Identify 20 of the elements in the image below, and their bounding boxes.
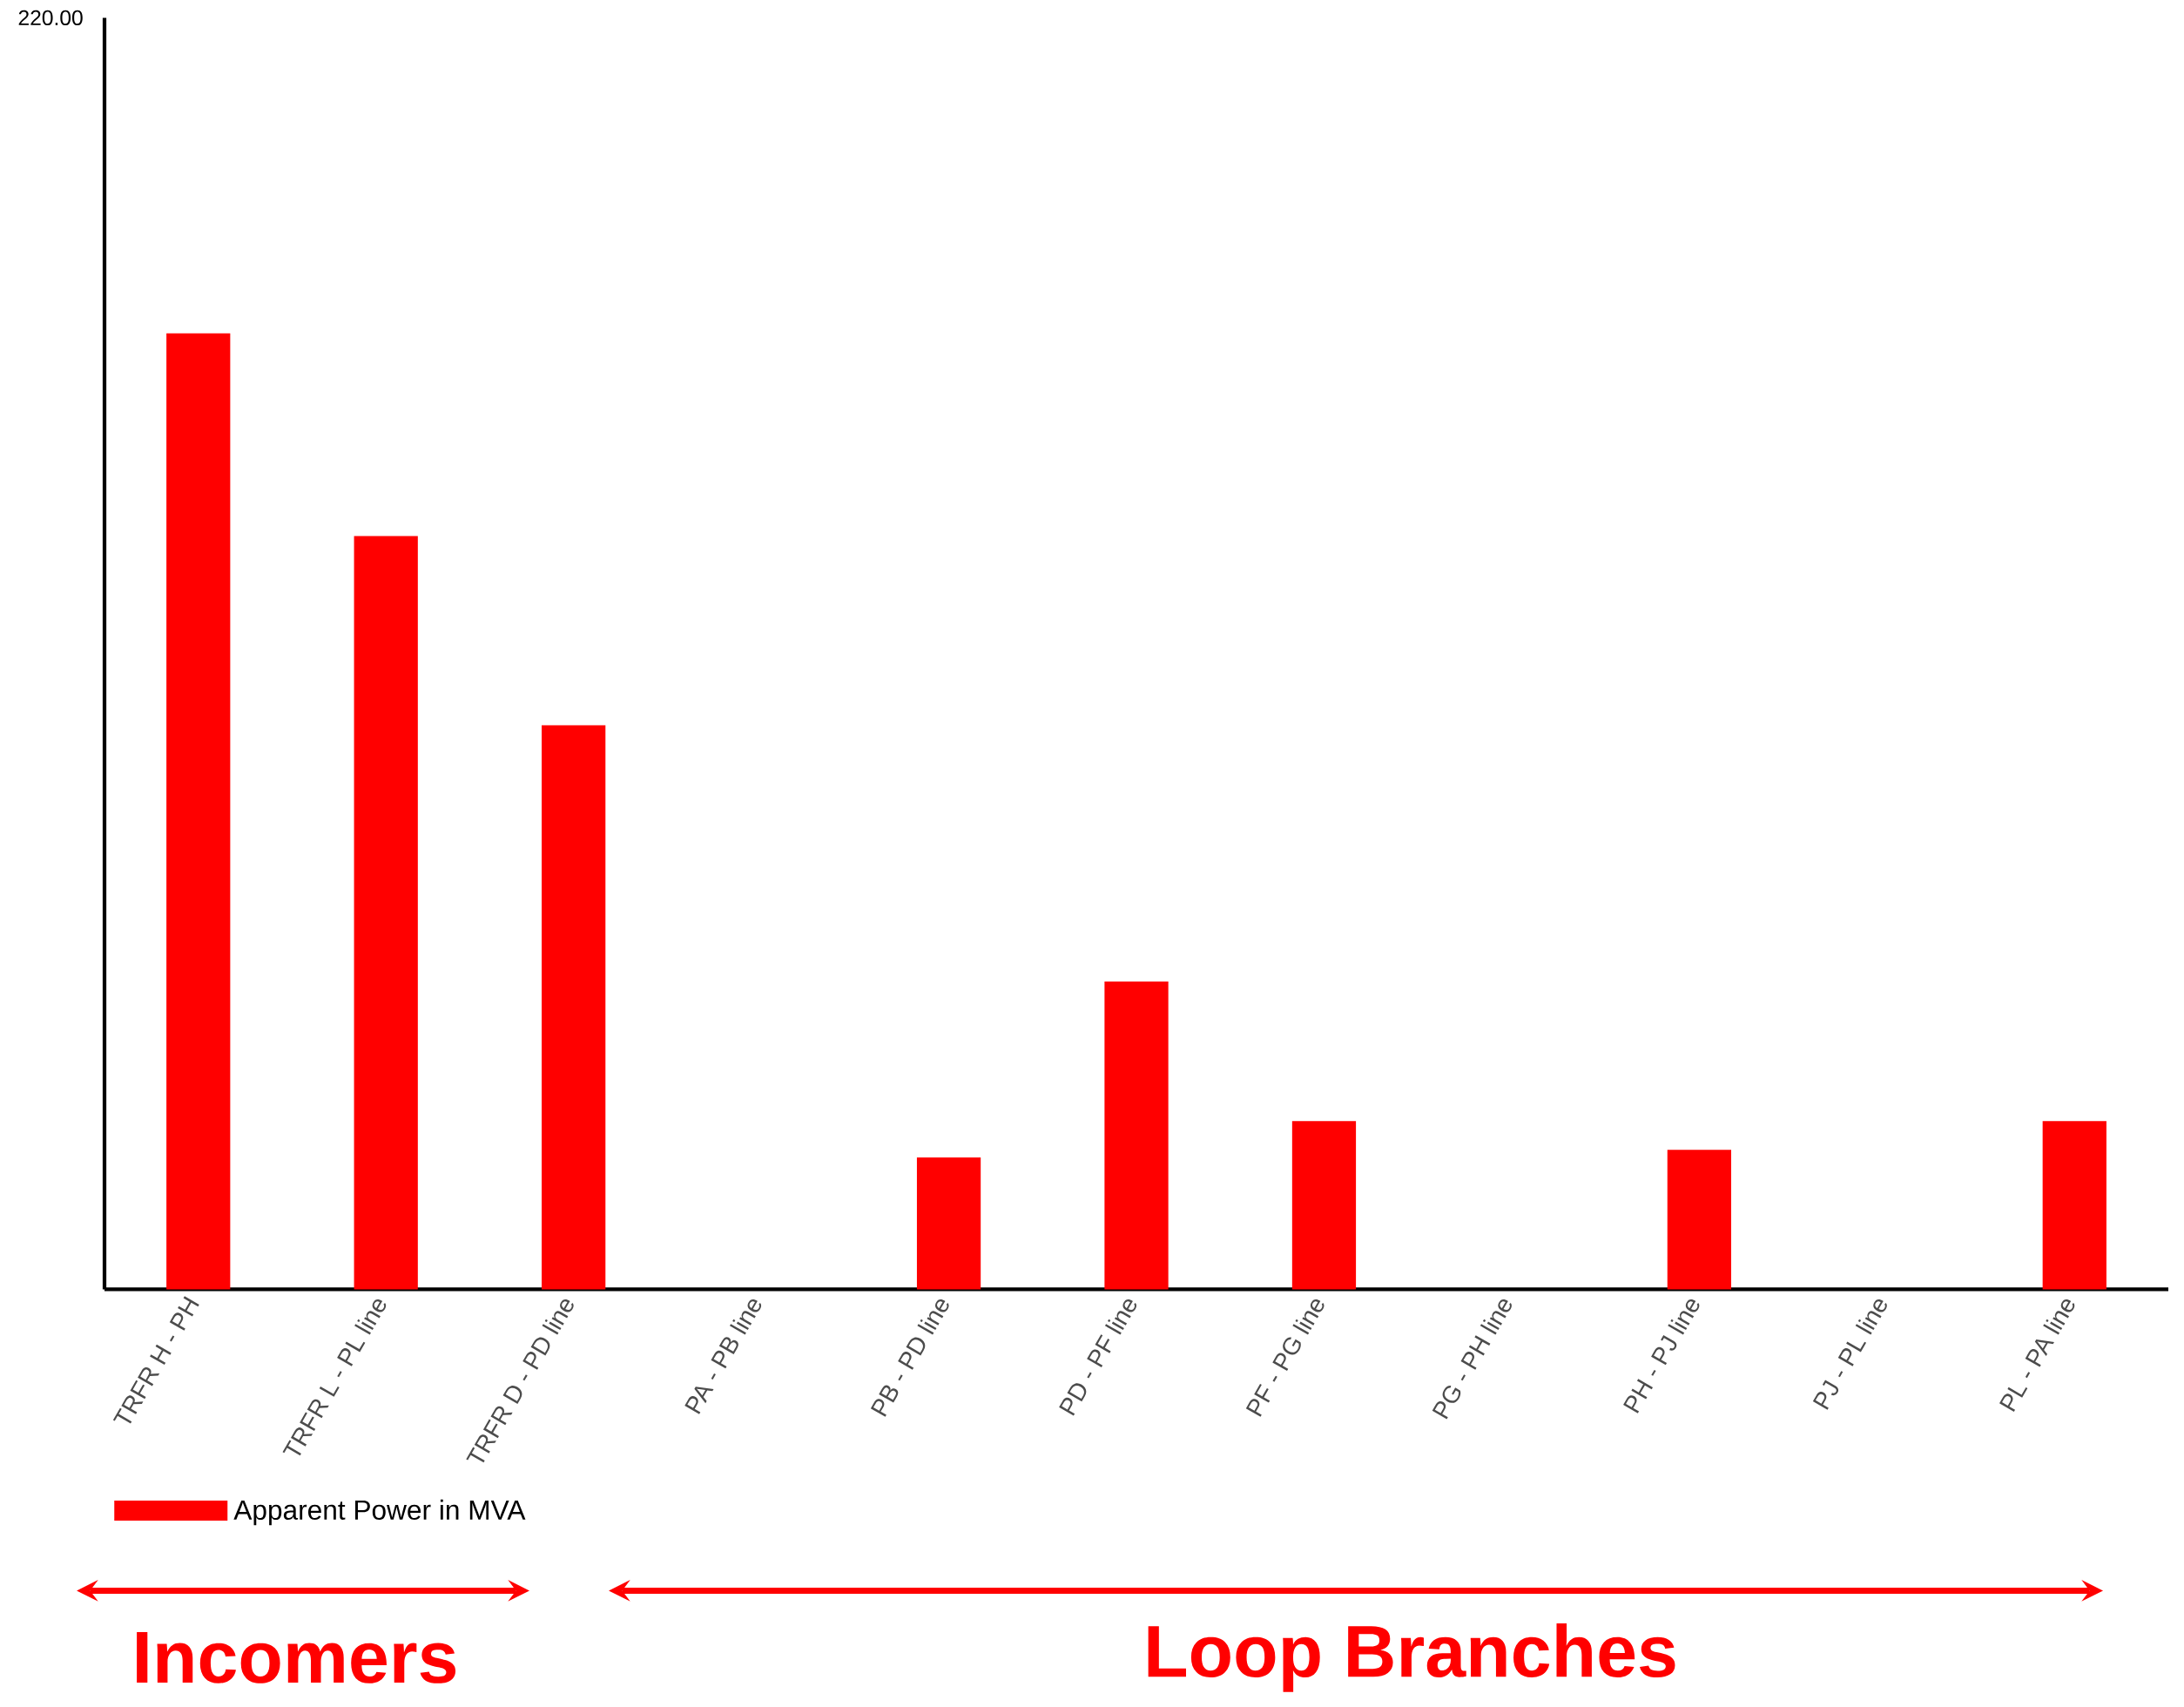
- legend-label: Apparent Power in MVA: [233, 1499, 526, 1526]
- bar: [354, 536, 418, 1290]
- x-tick-label: PJ - PL line: [1812, 1299, 1887, 1410]
- x-tick-label: PD - PF line: [1059, 1299, 1137, 1416]
- bar: [542, 725, 606, 1290]
- x-tick-label: PG - PH line: [1432, 1299, 1512, 1420]
- x-tick-label: PH - PJ line: [1623, 1299, 1700, 1414]
- text: Incomers: [137, 1631, 456, 1683]
- bar: [166, 333, 231, 1290]
- bar: [1667, 1149, 1732, 1290]
- x-tick-label: PL - PA line: [1999, 1299, 2075, 1412]
- text: Loop Branches: [1148, 1623, 1675, 1692]
- x-tick-label: PB - PD line: [870, 1299, 949, 1417]
- bar: [1291, 1121, 1357, 1290]
- bar: [1104, 981, 1169, 1290]
- bar: [2042, 1121, 2106, 1290]
- text: 220.00: [18, 10, 83, 25]
- bar: [916, 1157, 981, 1290]
- x-tick-label: PA - PB line: [684, 1299, 762, 1414]
- x-tick-label: PF - PG line: [1245, 1299, 1325, 1417]
